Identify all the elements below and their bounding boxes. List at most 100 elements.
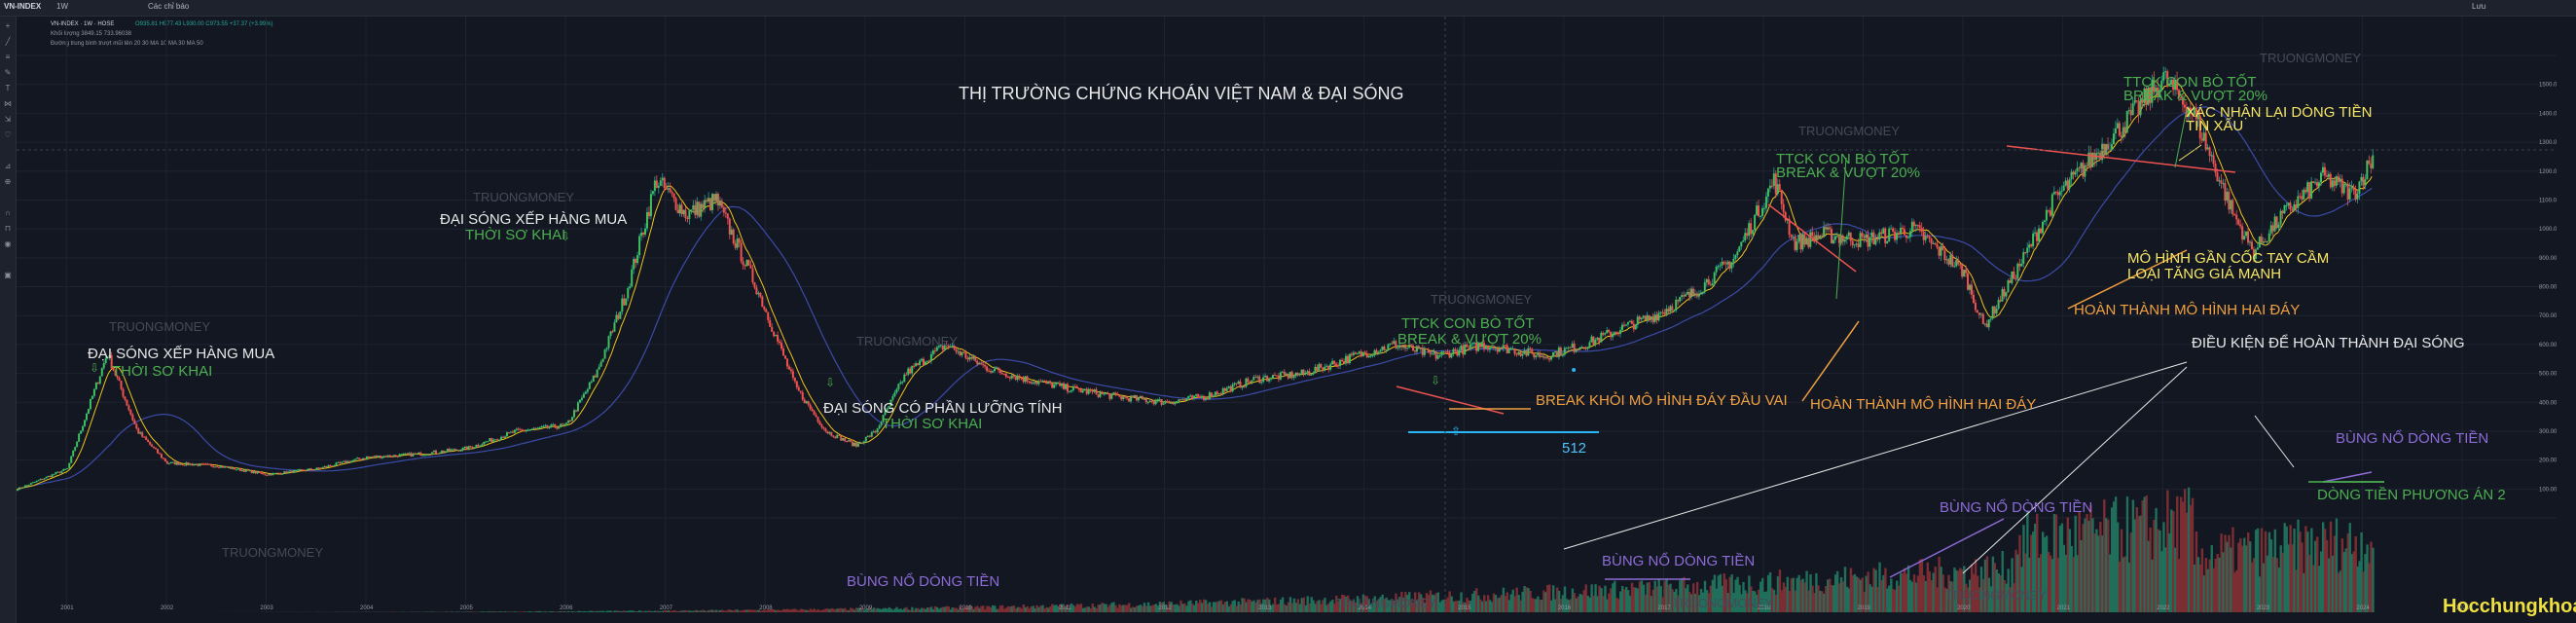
candle	[862, 441, 865, 444]
candle	[682, 209, 685, 215]
volume-bar	[1369, 604, 1373, 612]
indicators-button[interactable]: Các chỉ báo	[148, 2, 190, 11]
volume-bar	[1849, 568, 1853, 612]
candle	[1594, 339, 1597, 345]
candle	[2312, 181, 2315, 183]
cursor-icon[interactable]: +	[5, 21, 11, 30]
candle	[2062, 185, 2065, 191]
candle	[2346, 183, 2349, 200]
candle	[2191, 113, 2194, 115]
trash-icon[interactable]: ▣	[4, 271, 12, 279]
volume-bar	[2034, 523, 2037, 612]
trendline-icon[interactable]: ╱	[5, 37, 11, 46]
candle	[1586, 347, 1589, 349]
candle	[907, 368, 910, 375]
volume-bar	[1356, 596, 1360, 612]
price-chart[interactable]: 100.00200.00300.00400.00500.00600.00700.…	[17, 17, 2557, 612]
candle	[505, 432, 508, 437]
candle	[2333, 180, 2336, 186]
volume-bar	[2319, 551, 2323, 612]
candle	[1723, 261, 1725, 264]
lock-icon[interactable]: ⊓	[4, 224, 12, 233]
candle	[1053, 384, 1056, 388]
volume-bar	[1949, 581, 1952, 612]
candle	[238, 468, 241, 471]
volume-bar	[1537, 596, 1540, 612]
price-tick-label: 1400.00	[2539, 111, 2557, 117]
volume-bar	[986, 605, 989, 612]
volume-bar	[1690, 594, 1693, 612]
volume-bar	[1938, 556, 1941, 612]
candle	[1245, 378, 1248, 387]
candle	[1724, 263, 1727, 265]
arrow-up-icon: ⇧	[1451, 424, 1462, 438]
save-button[interactable]: Lưu	[2472, 2, 2486, 11]
candle	[856, 443, 859, 447]
candle	[611, 331, 614, 333]
candle	[1563, 348, 1566, 355]
pattern-icon[interactable]: ⋈	[4, 99, 12, 108]
eye-icon[interactable]: ◉	[4, 239, 12, 248]
ma-slow	[17, 106, 2373, 491]
candle	[354, 458, 357, 460]
text-icon[interactable]: T	[5, 84, 11, 92]
candle	[941, 345, 944, 350]
candle	[141, 432, 144, 437]
volume-bar	[1237, 601, 1240, 612]
volume-bar	[2198, 564, 2202, 612]
symbol-label[interactable]: VN-INDEX	[4, 2, 42, 11]
candle	[1615, 332, 1618, 334]
volume-bar	[2218, 557, 2221, 612]
candle	[1358, 351, 1361, 354]
volume-bar	[964, 606, 967, 612]
candle	[1454, 348, 1457, 351]
candle	[84, 420, 87, 426]
candle	[1093, 389, 1096, 392]
candle	[244, 469, 247, 472]
candle	[433, 450, 436, 453]
candle	[1790, 234, 1793, 238]
candle	[2283, 205, 2286, 214]
volume-bar	[1045, 606, 1048, 612]
candle	[133, 420, 136, 424]
annotation-label: 512	[1562, 440, 1587, 457]
candle	[1225, 387, 1228, 391]
heart-icon[interactable]: ♡	[4, 130, 12, 139]
candle	[647, 211, 650, 217]
candle	[1685, 294, 1687, 297]
candle	[915, 363, 918, 367]
volume-bar	[1555, 587, 1559, 612]
volume-bar	[1707, 593, 1711, 612]
brush-icon[interactable]: ✎	[4, 68, 12, 77]
volume-bar	[856, 607, 860, 612]
interval-button[interactable]: 1W	[56, 2, 68, 11]
candle	[891, 396, 894, 400]
magnet-icon[interactable]: ∩	[5, 208, 11, 217]
volume-bar	[923, 607, 925, 612]
time-tick-label: 2009	[859, 605, 873, 611]
volume-bar	[1164, 604, 1167, 612]
candle	[37, 480, 40, 482]
zoom-icon[interactable]: ⊕	[4, 177, 12, 186]
volume-bar	[1477, 595, 1480, 612]
measure-icon[interactable]: ⇲	[4, 115, 12, 124]
volume-bar	[720, 609, 724, 612]
candle	[1112, 392, 1115, 395]
volume-bar	[1365, 596, 1369, 612]
candle	[151, 444, 154, 447]
candle	[2224, 183, 2227, 202]
ruler-icon[interactable]: ⊿	[4, 162, 12, 170]
candle	[2254, 249, 2257, 259]
candle	[1404, 346, 1407, 348]
volume-bar	[1594, 584, 1597, 612]
candle	[250, 470, 253, 474]
volume-bar	[605, 610, 608, 612]
candle	[268, 474, 271, 476]
candle	[110, 354, 113, 369]
fib-icon[interactable]: ≡	[5, 53, 11, 61]
volume-bar	[1481, 601, 1484, 612]
volume-bar	[2289, 525, 2292, 612]
candle	[2323, 166, 2326, 176]
candle	[33, 482, 36, 484]
volume-bar	[552, 611, 555, 612]
